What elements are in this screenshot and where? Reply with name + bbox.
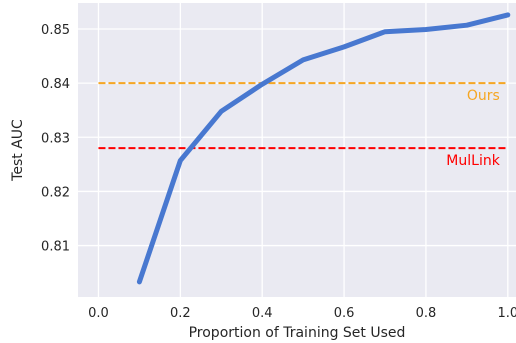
y-tick-label: 0.85	[41, 23, 70, 38]
y-axis-label: Test AUC	[10, 119, 26, 182]
x-tick-label: 0.4	[252, 306, 273, 321]
y-tick-label: 0.81	[41, 240, 70, 255]
plot-background	[78, 3, 516, 297]
y-tick-label: 0.82	[41, 185, 70, 200]
series-line	[136, 12, 511, 285]
x-tick-label: 0.2	[170, 306, 191, 321]
reference-label-mullink: MulLink	[446, 153, 500, 169]
x-tick-labels: 0.0 0.2 0.4 0.6 0.8 1.0	[88, 306, 516, 321]
x-axis-label: Proportion of Training Set Used	[189, 325, 406, 341]
x-tick-label: 0.6	[334, 306, 355, 321]
y-tick-label: 0.84	[41, 77, 70, 92]
reference-lines: Ours MulLink	[98, 82, 508, 169]
x-tick-label: 1.0	[497, 306, 516, 321]
y-tick-label: 0.83	[41, 131, 70, 146]
series-lines	[136, 12, 511, 285]
x-tick-label: 0.0	[88, 306, 109, 321]
x-tick-label: 0.8	[416, 306, 437, 321]
reference-label-ours: Ours	[467, 88, 500, 104]
y-tick-labels: 0.81 0.82 0.83 0.84 0.85	[41, 23, 70, 255]
